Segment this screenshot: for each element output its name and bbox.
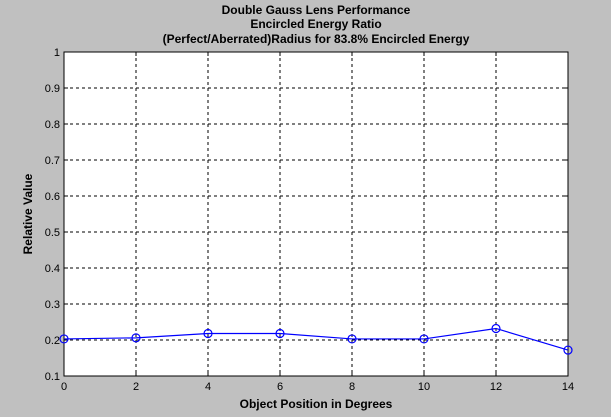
data-point (347, 334, 357, 344)
data-point (131, 333, 141, 343)
title-line-3: (Perfect/Aberrated)Radius for 83.8% Enci… (163, 32, 470, 46)
axis-ticks (63, 51, 569, 377)
data-point (491, 323, 501, 334)
y-tick-label: 0.4 (45, 263, 60, 275)
title-line-2: Encircled Energy Ratio (250, 17, 381, 31)
x-tick-label: 4 (205, 381, 211, 393)
x-tick-label: 2 (133, 381, 139, 393)
data-point (59, 334, 69, 344)
chart-title: Double Gauss Lens Performance Encircled … (163, 3, 470, 46)
y-tick-label: 1 (54, 47, 60, 59)
y-tick-label: 0.7 (45, 155, 60, 167)
y-tick-labels: 0.1 0.2 0.3 0.4 0.5 0.6 0.7 0.8 0.9 1 (45, 47, 60, 383)
y-tick-label: 0.5 (45, 227, 60, 239)
x-tick-label: 12 (490, 381, 502, 393)
title-line-1: Double Gauss Lens Performance (222, 3, 411, 17)
y-tick-label: 0.2 (45, 335, 60, 347)
x-tick-label: 10 (418, 381, 430, 393)
x-tick-label: 0 (61, 381, 67, 393)
data-point (563, 345, 573, 355)
x-tick-label: 14 (562, 381, 574, 393)
data-point (203, 328, 213, 339)
y-axis-label: Relative Value (21, 173, 35, 254)
x-tick-label: 8 (349, 381, 355, 393)
plot-area (63, 51, 569, 377)
grid (64, 52, 568, 376)
y-tick-label: 0.9 (45, 83, 60, 95)
x-axis-label: Object Position in Degrees (240, 397, 393, 411)
y-tick-label: 0.6 (45, 191, 60, 203)
x-tick-label: 6 (277, 381, 283, 393)
y-tick-label: 0.1 (45, 371, 60, 383)
series-line (63, 327, 569, 351)
data-series (59, 323, 573, 355)
y-tick-label: 0.8 (45, 119, 60, 131)
data-point (275, 328, 285, 339)
x-tick-labels: 0 2 4 6 8 10 12 14 (61, 381, 574, 393)
data-point (419, 334, 429, 344)
y-tick-label: 0.3 (45, 299, 60, 311)
